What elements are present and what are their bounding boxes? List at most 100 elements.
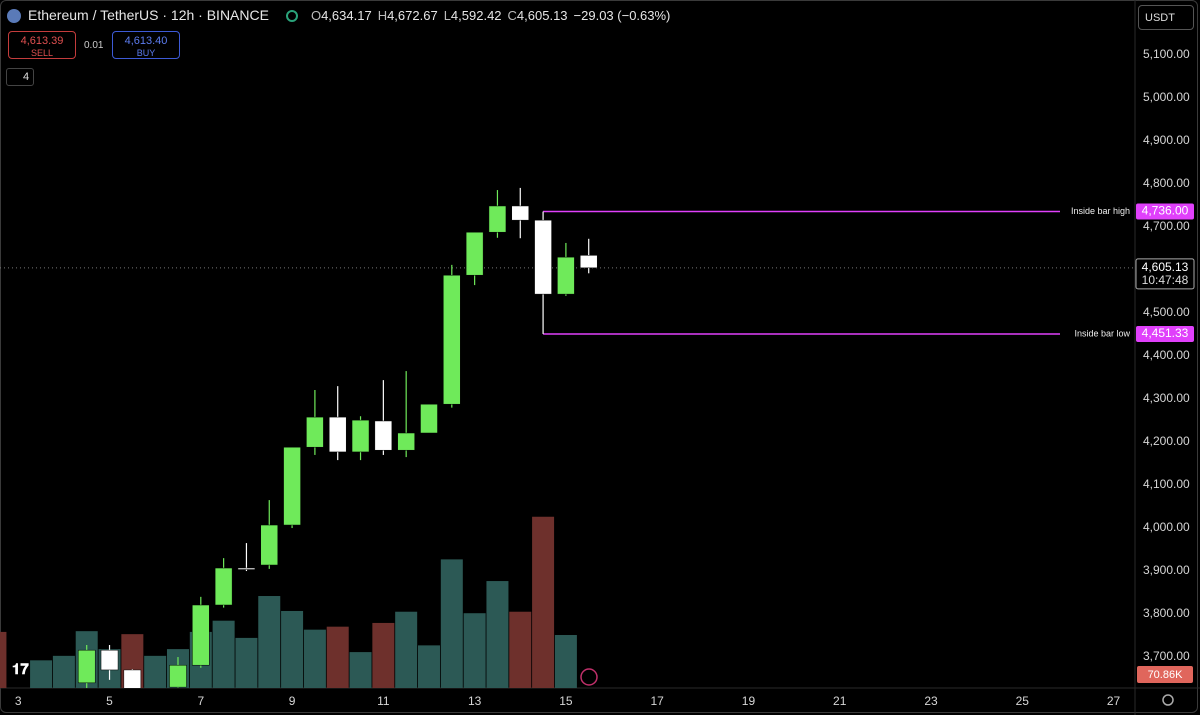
volume-bar xyxy=(326,626,349,688)
candle-body xyxy=(100,649,119,671)
y-tick-label: 4,800.00 xyxy=(1143,176,1190,190)
level-price-box xyxy=(1136,203,1194,220)
y-tick-label: 5,000.00 xyxy=(1143,90,1190,104)
x-tick-label: 19 xyxy=(742,694,756,708)
volume-bar xyxy=(509,611,532,688)
ohlc-key: H xyxy=(377,7,388,23)
buy-label: BUY xyxy=(136,48,156,58)
symbol-icon xyxy=(7,9,21,23)
candle-body xyxy=(306,416,324,448)
level-price: 4,451.33 xyxy=(1142,326,1189,340)
candle-body xyxy=(465,231,484,276)
volume-bar xyxy=(395,611,418,688)
candle-body xyxy=(443,274,461,405)
y-tick-label: 4,400.00 xyxy=(1143,348,1190,362)
ohlc-value: 4,592.42 xyxy=(450,7,502,23)
volume-bar xyxy=(281,610,304,688)
level-price-box xyxy=(1136,325,1194,342)
ohlc-item: C4,605.13 xyxy=(508,8,568,23)
volume-bar xyxy=(463,613,486,688)
volume-bar xyxy=(372,622,395,688)
y-tick-label: 4,100.00 xyxy=(1143,477,1190,491)
ohlc-key: L xyxy=(443,7,451,23)
volume-bar xyxy=(258,596,281,688)
ohlc-item: O4,634.17 xyxy=(311,8,372,23)
level-name: Inside bar high xyxy=(1071,206,1130,216)
y-tick-label: 4,500.00 xyxy=(1143,305,1190,319)
y-tick-label: 4,300.00 xyxy=(1143,391,1190,405)
volume-bar xyxy=(554,635,577,688)
volume-label: 70.86K xyxy=(1148,669,1184,681)
volume-bar xyxy=(532,516,555,688)
candle-body xyxy=(123,669,142,688)
market-status[interactable] xyxy=(286,10,298,22)
currency-select[interactable]: USDT xyxy=(1138,5,1194,30)
level-price: 4,736.00 xyxy=(1142,204,1189,218)
current-price: 4,605.13 xyxy=(1142,260,1189,274)
y-tick-label: 3,800.00 xyxy=(1143,606,1190,620)
symbol-title: Ethereum / TetherUS · 12h · BINANCE xyxy=(28,7,269,23)
candle-body xyxy=(397,432,415,451)
ohlc-item: L4,592.42 xyxy=(444,8,502,23)
sell-price: 4,613.39 xyxy=(20,35,64,47)
current-price-box xyxy=(1135,258,1195,290)
volume-bar xyxy=(30,660,53,688)
alert-icon[interactable] xyxy=(580,668,598,686)
level-layer xyxy=(0,210,1135,335)
x-tick-label: 17 xyxy=(650,694,664,708)
x-tick-label: 25 xyxy=(1016,694,1030,708)
logo: 𝟏𝟕 xyxy=(12,661,29,678)
countdown: 10:47:48 xyxy=(1142,273,1189,287)
x-tick-label: 15 xyxy=(559,694,573,708)
candle-layer xyxy=(77,187,598,688)
ohlc-value: 4,672.67 xyxy=(387,7,438,23)
candle-body xyxy=(374,420,393,451)
ohlc-legend: O4,634.17 H4,672.67 L4,592.42 C4,605.13 xyxy=(311,8,568,23)
volume-bar xyxy=(52,655,75,688)
y-tick-label: 3,900.00 xyxy=(1143,563,1190,577)
buy-price: 4,613.40 xyxy=(124,35,168,47)
x-tick-label: 7 xyxy=(197,694,204,708)
volume-bar xyxy=(144,655,167,688)
x-tick-label: 27 xyxy=(1107,694,1121,708)
x-tick-label: 3 xyxy=(15,694,22,708)
change: −29.03 (−0.63%) xyxy=(573,7,671,23)
axis-layer: 3,700.00 3,800.00 3,900.00 4,000.00 4,100.00… xyxy=(15,47,1195,708)
indicators-toggle[interactable]: 4 xyxy=(6,68,34,86)
sell-label: SELL xyxy=(30,48,54,58)
ohlc-value: 4,634.17 xyxy=(321,7,372,23)
volume-bar xyxy=(0,631,7,688)
ohlc-key: O xyxy=(310,7,322,23)
volume-bar xyxy=(303,629,326,688)
x-tick-label: 21 xyxy=(833,694,847,708)
volume-bar xyxy=(486,581,509,688)
y-tick-label: 4,700.00 xyxy=(1143,219,1190,233)
ohlc-item: H4,672.67 xyxy=(378,8,438,23)
candle-body xyxy=(488,205,507,233)
indicators-count: 4 xyxy=(23,71,30,83)
candle-body xyxy=(260,524,279,566)
x-tick-label: 13 xyxy=(468,694,482,708)
candle-body xyxy=(77,649,96,684)
volume-bar xyxy=(440,559,463,688)
x-tick-label: 9 xyxy=(289,694,296,708)
buy-button[interactable]: 4,613.40 BUY xyxy=(112,31,180,59)
level-name: Inside bar low xyxy=(1074,328,1130,338)
candle-body xyxy=(237,567,256,570)
candle-body xyxy=(534,219,552,295)
sell-button[interactable]: 4,613.39 SELL xyxy=(8,31,76,59)
y-tick-label: 4,900.00 xyxy=(1143,133,1190,147)
y-tick-label: 4,000.00 xyxy=(1143,520,1190,534)
y-tick-label: 4,200.00 xyxy=(1143,434,1190,448)
quantity: 0.01 xyxy=(84,40,104,51)
x-tick-label: 23 xyxy=(924,694,938,708)
volume-bar xyxy=(212,620,235,688)
settings-icon[interactable] xyxy=(1162,694,1174,706)
volume-label-box xyxy=(1137,666,1193,683)
x-tick-label: 11 xyxy=(377,694,390,708)
candle-body xyxy=(351,419,370,453)
y-tick-label: 3,700.00 xyxy=(1143,649,1190,663)
